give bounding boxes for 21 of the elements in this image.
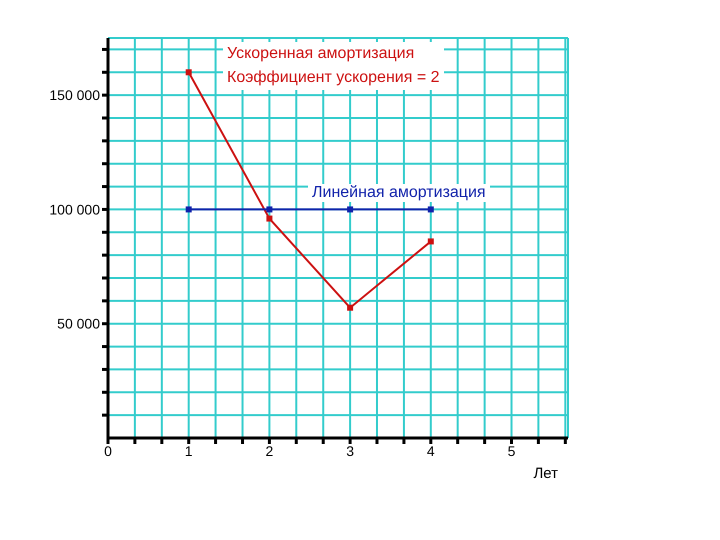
point xyxy=(266,206,272,212)
text: Ускоренная амортизация xyxy=(227,44,416,64)
y-tick-label: 150 000 xyxy=(49,87,100,104)
point xyxy=(347,206,354,212)
series-label: Линейная амортизация xyxy=(308,184,490,202)
x-tick-label: 4 xyxy=(426,442,435,459)
point xyxy=(266,216,272,222)
x-axis-title: Лет xyxy=(533,465,558,482)
x-tick-label: 3 xyxy=(346,442,354,459)
x-tick-label: 2 xyxy=(266,442,274,459)
y-tick-label: 100 000 xyxy=(49,201,100,218)
annotation: Коэффициент ускорения = 2 xyxy=(227,68,440,88)
y-tick-label: 50 000 xyxy=(57,316,100,332)
point xyxy=(428,206,434,212)
x-tick-label: 5 xyxy=(508,442,516,459)
x-tick-label: 1 xyxy=(184,442,193,459)
point xyxy=(186,69,192,76)
point xyxy=(428,238,434,244)
point xyxy=(347,304,354,311)
point xyxy=(186,206,192,212)
x-tick-label: 0 xyxy=(104,442,112,459)
